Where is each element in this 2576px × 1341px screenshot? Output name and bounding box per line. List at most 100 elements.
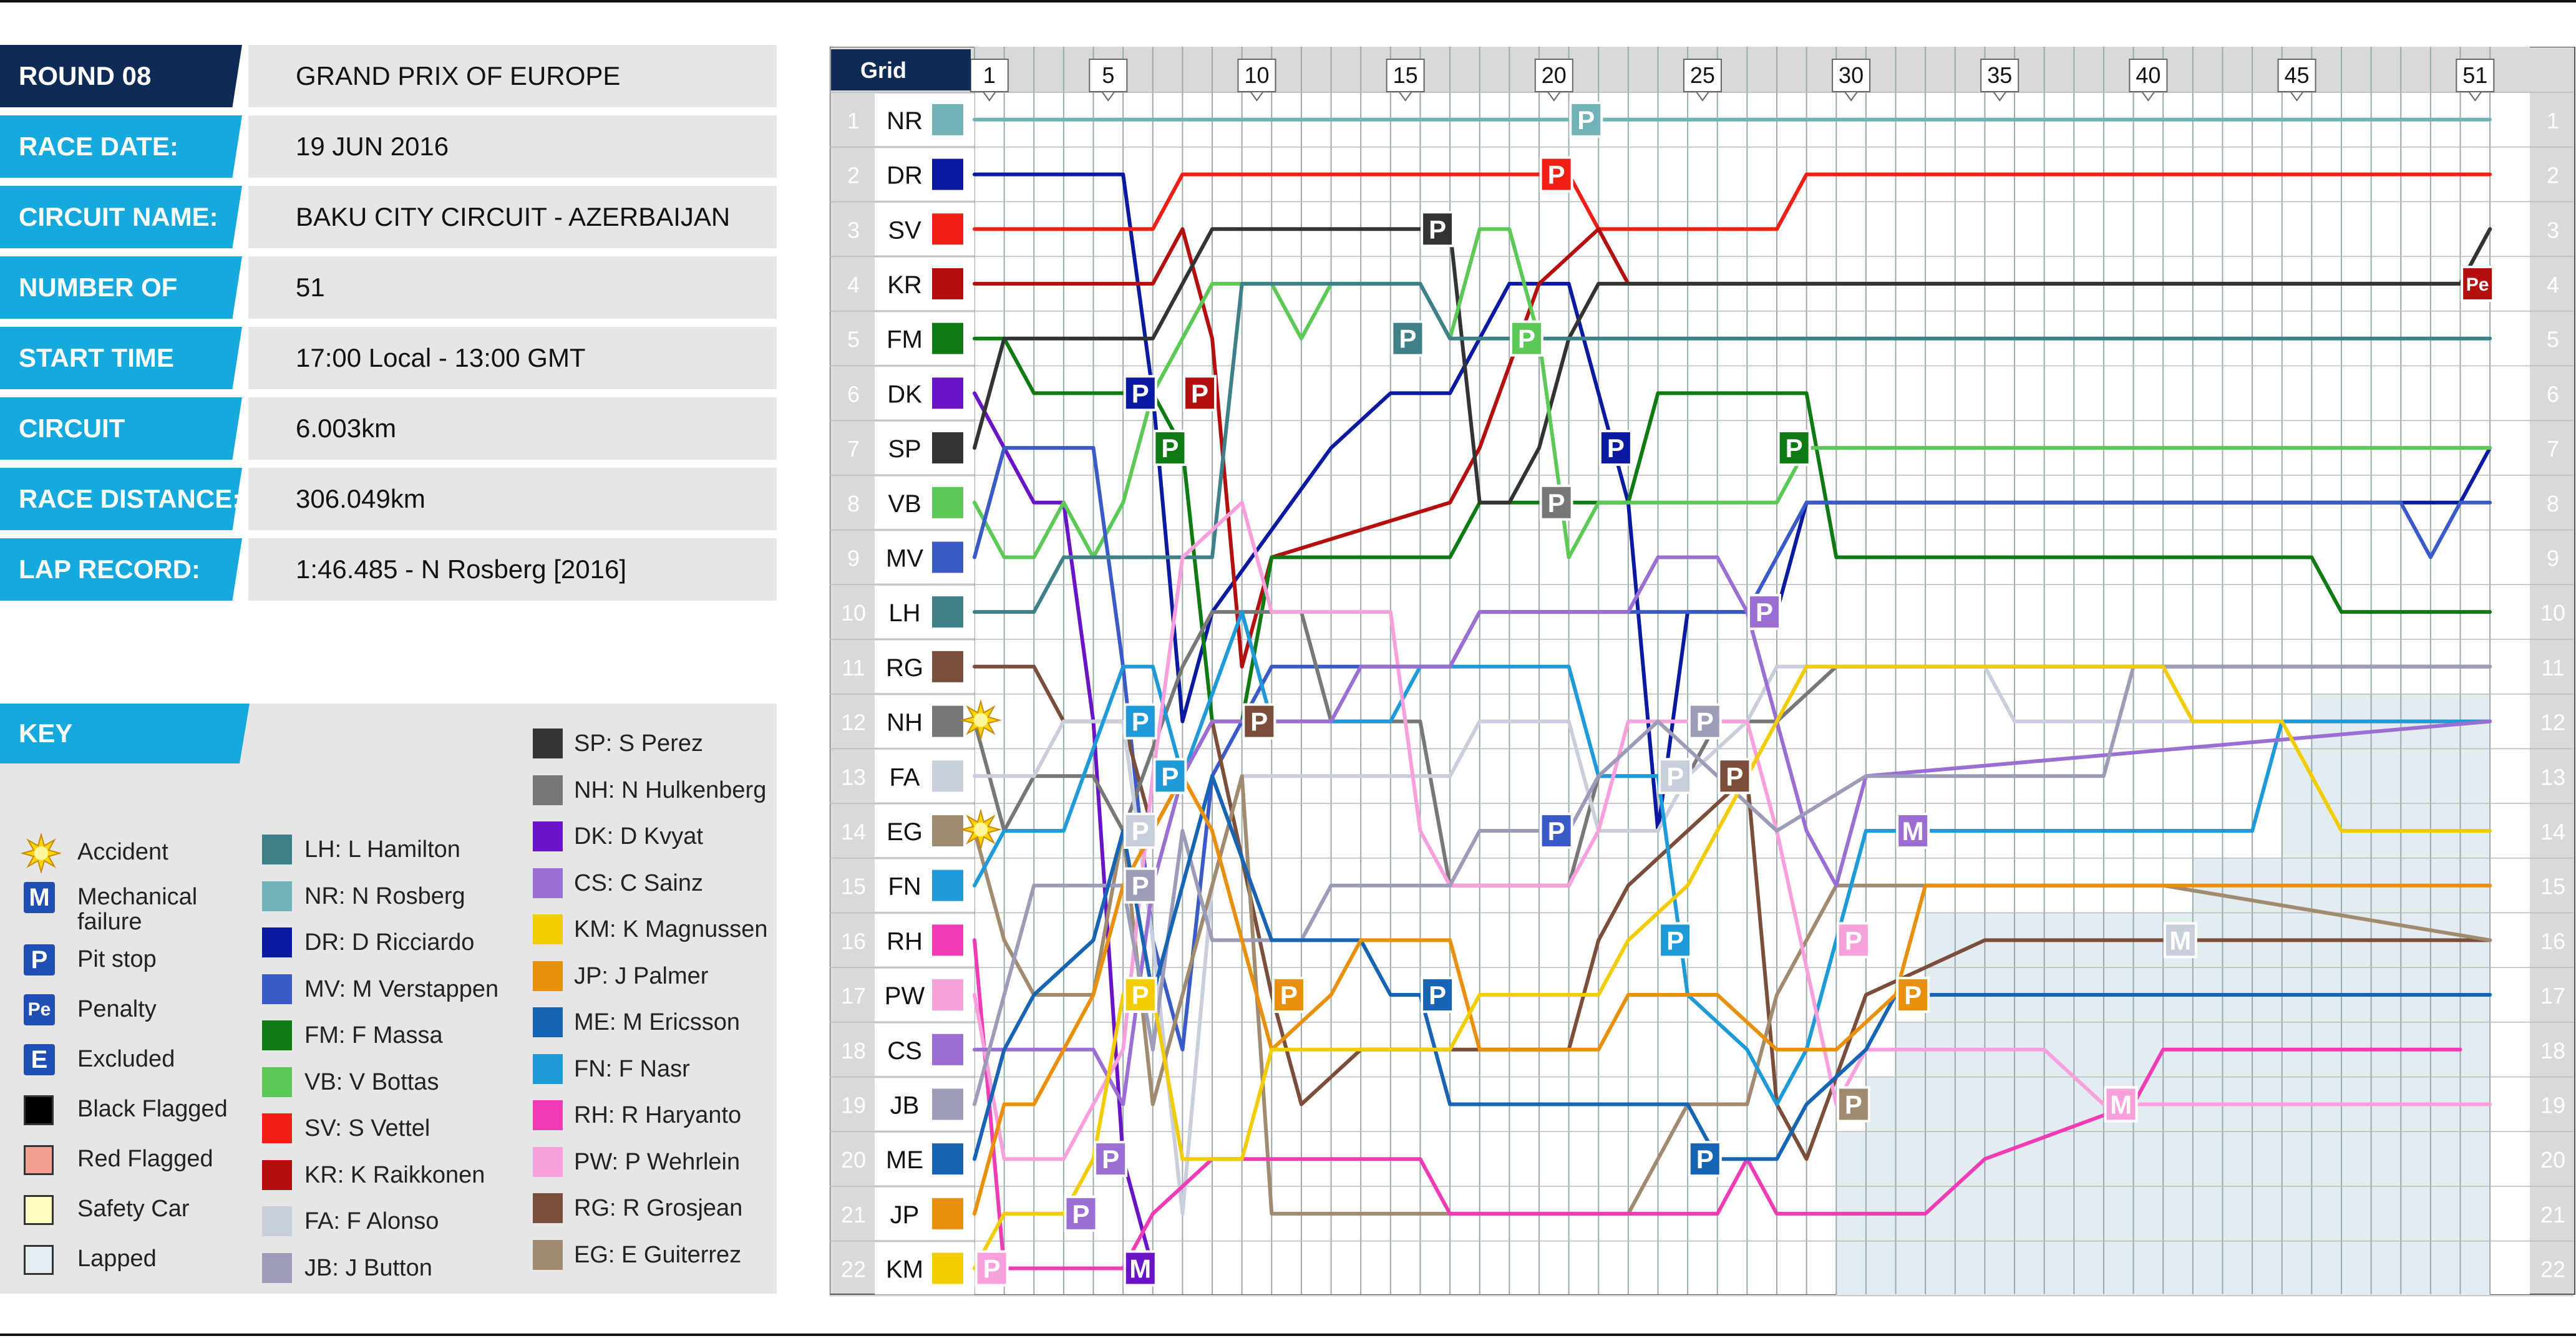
position-label-left: 1 xyxy=(847,108,860,133)
key-driver-label: DK: D Kvyat xyxy=(574,823,703,850)
info-row: RACE DATE: 19 JUN 2016 xyxy=(0,115,777,178)
position-label-right: 2 xyxy=(2547,163,2559,188)
position-label-right: 16 xyxy=(2540,928,2565,954)
position-label-right: 8 xyxy=(2547,491,2559,516)
grid-header-bg xyxy=(831,49,971,90)
grid-driver-swatch xyxy=(932,924,963,956)
lap-label: 25 xyxy=(1690,62,1715,88)
lap-label: 15 xyxy=(1393,62,1418,88)
info-label: START TIME xyxy=(0,327,242,389)
position-label-right: 18 xyxy=(2540,1038,2565,1063)
marker-label: P xyxy=(1132,816,1149,846)
grid-driver-code: DR xyxy=(887,162,923,190)
lap-label-pointer xyxy=(2467,91,2483,102)
key-driver-swatch xyxy=(262,1020,292,1050)
key-driver-swatch xyxy=(533,1239,563,1270)
marker-p-icon xyxy=(1658,758,1693,795)
key-driver-swatch xyxy=(533,914,563,944)
series-line-fn xyxy=(973,610,2492,1106)
key-driver-swatch xyxy=(533,868,563,898)
marker-p-icon xyxy=(1123,812,1157,849)
grid-driver-swatch xyxy=(932,1088,963,1120)
marker-label: M xyxy=(1902,816,1924,846)
marker-label: P xyxy=(1429,215,1446,244)
position-label-left: 22 xyxy=(841,1257,866,1282)
series-line-jb xyxy=(973,664,2492,1106)
key-driver-swatch xyxy=(533,1007,563,1037)
key-driver-label: FN: F Nasr xyxy=(574,1055,690,1082)
accident-icon xyxy=(960,699,1002,742)
grid-driver-swatch xyxy=(932,979,963,1011)
key-driver-swatch xyxy=(262,1067,292,1097)
marker-label: P xyxy=(1132,379,1149,408)
key-driver-label: JP: J Palmer xyxy=(574,962,709,989)
marker-p-icon xyxy=(1896,977,1930,1014)
position-label-right: 20 xyxy=(2540,1147,2565,1173)
marker-label: P xyxy=(1756,598,1773,627)
grid-driver-code: FM xyxy=(887,326,923,354)
key-swatch xyxy=(24,1195,54,1225)
marker-p-icon xyxy=(1153,758,1187,795)
lap-label-pointer xyxy=(1249,91,1265,102)
info-value: 17:00 Local - 13:00 GMT xyxy=(248,327,777,389)
lap-label-box xyxy=(1683,59,1722,92)
grid-driver-swatch xyxy=(932,1198,963,1229)
key-driver-label: FM: F Massa xyxy=(304,1022,443,1048)
marker-label: P xyxy=(1191,379,1208,408)
marker-p-icon xyxy=(1064,1195,1098,1232)
marker-p-icon xyxy=(1123,867,1157,904)
lap-label: 51 xyxy=(2462,62,2487,88)
marker-p-icon xyxy=(1242,703,1276,740)
key-symbol-label: Pit stop xyxy=(77,946,157,972)
position-label-left: 4 xyxy=(847,272,860,298)
key-symbol-label: Red Flagged xyxy=(77,1146,213,1172)
grid-driver-code: JB xyxy=(890,1092,920,1119)
marker-m-icon xyxy=(2104,1086,2138,1123)
info-value: 6.003km xyxy=(248,397,777,460)
position-label-right: 9 xyxy=(2547,545,2559,571)
marker-p-icon xyxy=(975,1250,1009,1287)
key-driver-swatch xyxy=(533,1146,563,1177)
grid-driver-code: KR xyxy=(887,271,922,299)
key-driver-label: JB: J Button xyxy=(304,1254,432,1281)
position-label-right: 22 xyxy=(2540,1257,2565,1282)
marker-p-icon xyxy=(1836,922,1870,959)
key-driver-label: MV: M Verstappen xyxy=(304,975,499,1002)
grid-driver-code: SV xyxy=(888,216,921,244)
marker-label: P xyxy=(1845,1090,1862,1119)
position-label-right: 10 xyxy=(2540,600,2565,626)
grid-driver-code: VB xyxy=(888,490,921,518)
marker-label: P xyxy=(1696,1145,1714,1174)
marker-label: P xyxy=(1132,980,1149,1010)
info-value: 51 xyxy=(248,256,777,319)
series-line-sv xyxy=(973,172,2492,231)
accident-icon xyxy=(960,808,1002,851)
lap-label-pointer xyxy=(981,91,997,102)
key-symbol-label: Accident xyxy=(77,839,168,865)
marker-p-icon xyxy=(1777,430,1811,467)
grid-driver-swatch xyxy=(932,705,963,737)
grid-driver-swatch xyxy=(932,268,963,299)
info-value: 306.049km xyxy=(248,468,777,530)
key-symbol-label: Lapped xyxy=(77,1246,157,1272)
grid-driver-swatch xyxy=(932,815,963,846)
lap-label-pointer xyxy=(1101,91,1116,102)
accident-icon xyxy=(21,833,61,873)
info-row: CIRCUIT NAME: BAKU CITY CIRCUIT - AZERBAI… xyxy=(0,186,777,248)
key-driver-swatch xyxy=(533,1100,563,1130)
series-line-eg xyxy=(973,774,2492,1216)
marker-m-icon xyxy=(2163,922,2197,959)
grid-driver-code: FN xyxy=(888,873,921,901)
marker-label: P xyxy=(1607,433,1625,463)
marker-p-icon xyxy=(1836,1086,1870,1123)
info-row: CIRCUIT LENGTH:6.003km xyxy=(0,397,777,460)
lap-label-pointer xyxy=(2141,91,2156,102)
info-row: NUMBER OF LAPS:51 xyxy=(0,256,777,319)
marker-label: P xyxy=(983,1254,1001,1284)
grid-driver-code: ME xyxy=(886,1146,923,1174)
lap-header-band xyxy=(975,47,2530,93)
key-driver-label: FA: F Alonso xyxy=(304,1208,439,1234)
key-swatch xyxy=(24,1095,54,1125)
position-label-left: 12 xyxy=(841,710,866,735)
lap-label-box xyxy=(1089,59,1128,92)
